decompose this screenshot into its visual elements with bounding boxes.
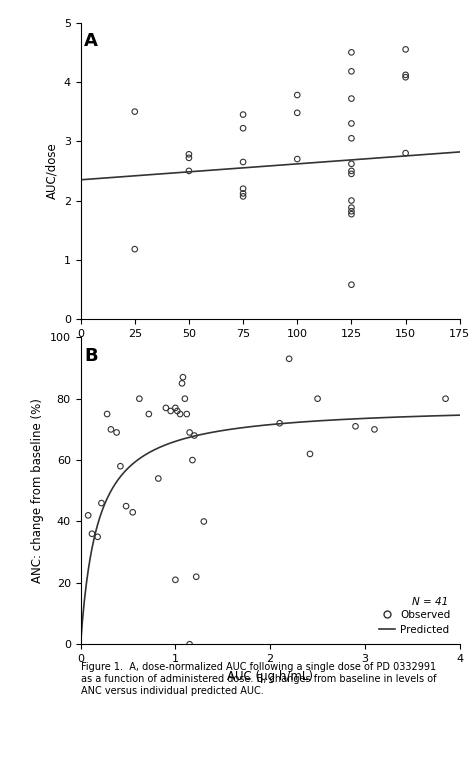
Point <box>239 188 247 200</box>
Point <box>402 43 410 55</box>
Point <box>131 105 138 117</box>
Point <box>293 107 301 119</box>
Text: N = 41: N = 41 <box>412 597 448 607</box>
Point <box>167 405 174 417</box>
X-axis label: PD 0332991 dose (mg): PD 0332991 dose (mg) <box>202 344 338 357</box>
Point <box>84 509 92 522</box>
Point <box>176 408 184 420</box>
Point <box>239 190 247 202</box>
Point <box>98 497 105 509</box>
Point <box>239 108 247 120</box>
Point <box>239 156 247 168</box>
Point <box>306 448 314 460</box>
Point <box>200 516 208 528</box>
Point <box>107 423 115 435</box>
Point <box>371 423 378 435</box>
Point <box>185 165 193 177</box>
Point <box>103 408 111 420</box>
Point <box>442 393 449 405</box>
Point <box>172 574 179 586</box>
Point <box>145 408 153 420</box>
Point <box>293 89 301 101</box>
Point <box>347 46 355 58</box>
Point <box>172 402 179 414</box>
Point <box>285 353 293 365</box>
Point <box>189 454 196 466</box>
Point <box>191 429 198 441</box>
Point <box>131 243 138 255</box>
Text: A: A <box>84 32 98 50</box>
Point <box>402 147 410 159</box>
Point <box>347 157 355 170</box>
Point <box>347 201 355 213</box>
Point <box>181 393 189 405</box>
Point <box>293 153 301 165</box>
Point <box>136 393 143 405</box>
Point <box>186 638 193 650</box>
Point <box>347 168 355 180</box>
Point <box>185 148 193 160</box>
Point <box>276 417 283 429</box>
Point <box>347 205 355 217</box>
Point <box>178 377 186 389</box>
Point <box>347 117 355 129</box>
Point <box>347 195 355 207</box>
Point <box>347 165 355 177</box>
Point <box>129 506 137 519</box>
Point <box>352 420 359 432</box>
Point <box>239 122 247 134</box>
Point <box>113 426 120 438</box>
Point <box>122 500 130 512</box>
Point <box>179 371 187 383</box>
Point <box>192 571 200 583</box>
Text: Figure 1.  A, dose-normalized AUC following a single dose of PD 0332991
as a fun: Figure 1. A, dose-normalized AUC followi… <box>81 662 436 696</box>
Point <box>347 208 355 220</box>
Point <box>402 71 410 83</box>
Text: B: B <box>84 347 98 365</box>
Point <box>155 472 162 484</box>
Point <box>239 182 247 195</box>
Point <box>162 402 170 414</box>
Point <box>117 460 124 472</box>
Y-axis label: AUC/dose: AUC/dose <box>45 142 58 199</box>
Point <box>186 426 193 438</box>
Y-axis label: ANC: change from baseline (%): ANC: change from baseline (%) <box>31 398 44 583</box>
Point <box>94 531 101 543</box>
Point <box>185 152 193 164</box>
Point <box>183 408 191 420</box>
Point <box>347 132 355 145</box>
Point <box>347 279 355 291</box>
Legend: Observed, Predicted: Observed, Predicted <box>375 606 455 639</box>
Point <box>402 69 410 81</box>
X-axis label: AUC (μg h/mL): AUC (μg h/mL) <box>227 669 313 683</box>
Point <box>314 393 321 405</box>
Point <box>173 405 181 417</box>
Point <box>347 92 355 104</box>
Point <box>347 65 355 77</box>
Point <box>88 528 96 540</box>
